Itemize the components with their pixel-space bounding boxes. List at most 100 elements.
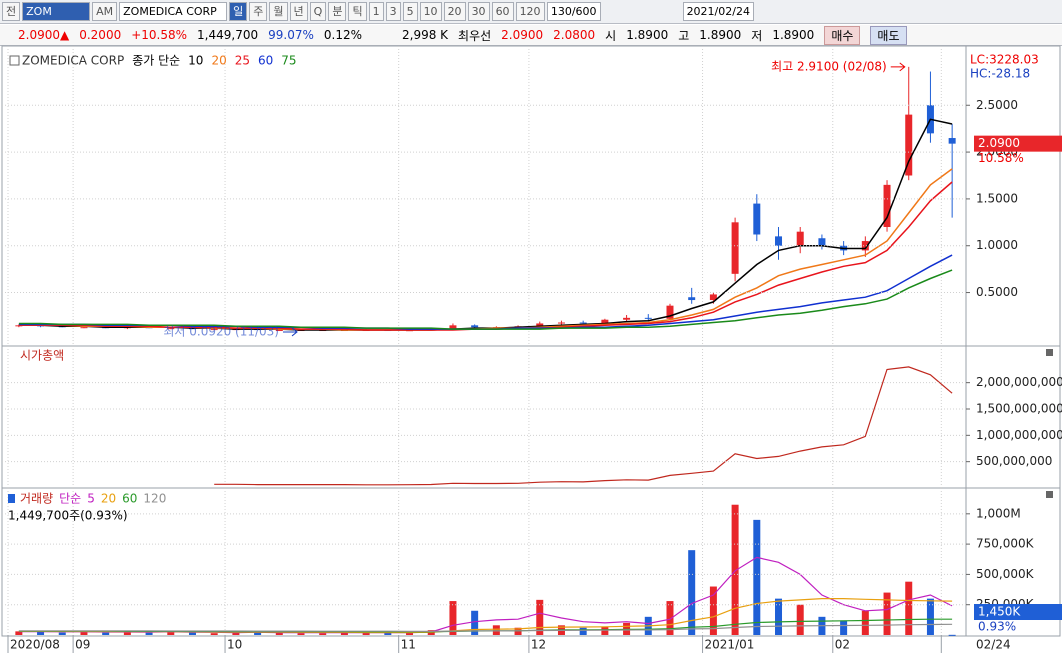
interval-button[interactable]: 20 bbox=[443, 2, 466, 21]
legend-entry: 25 bbox=[235, 54, 250, 68]
plot bbox=[7, 346, 953, 488]
candle-body bbox=[948, 138, 956, 144]
y-tick-label: 1.0000 bbox=[976, 238, 1018, 252]
legend-entry: 20 bbox=[211, 54, 226, 68]
y-tick-label: 1,000,000,000 bbox=[976, 428, 1062, 442]
period-button[interactable]: 주 bbox=[249, 2, 268, 21]
volume-bar bbox=[102, 632, 110, 635]
high-label: 고 bbox=[678, 28, 690, 43]
sell-button[interactable]: 매도 bbox=[870, 25, 907, 45]
low: 1.8900 bbox=[772, 28, 815, 42]
volume-bar bbox=[536, 599, 544, 635]
plot bbox=[7, 488, 956, 636]
line bbox=[18, 269, 953, 330]
candle-body bbox=[275, 330, 283, 332]
interval-button[interactable]: 120 bbox=[515, 2, 545, 21]
open: 1.8900 bbox=[626, 28, 669, 42]
legend-entry: 120 bbox=[143, 492, 166, 506]
candle-body bbox=[775, 236, 783, 246]
volume-bar bbox=[709, 586, 717, 635]
am-badge[interactable]: AM bbox=[92, 2, 118, 21]
market[interactable]: 전 bbox=[2, 2, 21, 21]
candle-body bbox=[15, 325, 23, 327]
best-label: 최우선 bbox=[458, 28, 492, 43]
volume-bar bbox=[167, 631, 175, 635]
volume-bar bbox=[80, 630, 88, 635]
last-volume: 1,450K bbox=[978, 605, 1021, 619]
interval-button[interactable]: 10 bbox=[419, 2, 442, 21]
line bbox=[18, 623, 953, 632]
candle-body bbox=[623, 317, 631, 320]
high-arrow bbox=[890, 62, 906, 72]
quote-bar: 2.0900▲ 0.2000 +10.58% 1,449,700 99.07% … bbox=[0, 25, 1062, 46]
y-tick-label: 2.5000 bbox=[976, 98, 1018, 112]
period-button[interactable]: 틱 bbox=[348, 2, 367, 21]
candle-body bbox=[666, 305, 674, 319]
volume-bar bbox=[145, 632, 153, 635]
candle-body bbox=[883, 184, 891, 227]
volume-bar bbox=[948, 634, 956, 636]
symbol-label: ZOMEDICA CORP bbox=[22, 54, 124, 68]
interval-button[interactable]: 30 bbox=[467, 2, 490, 21]
turnover: 0.12% bbox=[323, 28, 362, 42]
interval-button[interactable]: 5 bbox=[402, 2, 418, 21]
ma-label: 단순 bbox=[59, 492, 81, 506]
period-button[interactable]: 분 bbox=[328, 2, 347, 21]
period-button[interactable]: 월 bbox=[269, 2, 288, 21]
volume-bar bbox=[319, 633, 327, 635]
x-tick-label: 02/24 bbox=[976, 638, 1011, 652]
panel-close bbox=[1046, 491, 1053, 498]
buy-button[interactable]: 매수 bbox=[824, 25, 861, 45]
panel-close bbox=[1046, 349, 1053, 356]
last-volume-box bbox=[974, 604, 1062, 620]
period-button[interactable]: 년 bbox=[289, 2, 308, 21]
volume-bar bbox=[297, 633, 305, 635]
volume-bar bbox=[362, 631, 370, 635]
volume-bar bbox=[37, 631, 45, 635]
price: 2.0900▲ bbox=[18, 28, 70, 42]
symbol-input[interactable]: ZOM bbox=[22, 2, 91, 21]
candle-body bbox=[210, 329, 218, 331]
interval-button[interactable]: 60 bbox=[491, 2, 514, 21]
last-price-box bbox=[974, 135, 1062, 152]
y-tick-label: 2,000,000,000 bbox=[976, 375, 1062, 389]
volume-bar bbox=[883, 592, 891, 635]
x-tick-label: 11 bbox=[401, 638, 416, 652]
change-label: 10.58% bbox=[978, 151, 1024, 165]
volume: 1,449,700 bbox=[197, 28, 259, 42]
date-input[interactable]: 2021/02/24 bbox=[682, 2, 754, 21]
low-arrow bbox=[283, 327, 298, 337]
ma-label: 종가 단순 bbox=[132, 54, 180, 68]
volume-info: 1,449,700주(0.93%) bbox=[8, 509, 128, 523]
volume-bar bbox=[275, 632, 283, 635]
volume-bar bbox=[688, 550, 696, 635]
last-price: 2.0900 bbox=[978, 136, 1020, 150]
rate: +10.58% bbox=[131, 28, 188, 42]
volume-bar bbox=[775, 598, 783, 635]
interval-button[interactable]: 1 bbox=[368, 2, 384, 21]
volume-bar bbox=[15, 631, 23, 635]
legend-icon bbox=[8, 494, 15, 503]
candle-body bbox=[449, 325, 457, 330]
y-tick-label: 500,000,000 bbox=[976, 454, 1052, 468]
interval-button[interactable]: 3 bbox=[385, 2, 401, 21]
ask: 2.0900 bbox=[501, 28, 544, 42]
y-tick-label: 500,000K bbox=[976, 567, 1035, 581]
candle-body bbox=[753, 203, 761, 235]
y-tick-label: 0.5000 bbox=[976, 285, 1018, 299]
period-button[interactable]: Q bbox=[309, 2, 327, 21]
legend-entry: 10 bbox=[188, 54, 203, 68]
bid: 2.0800 bbox=[553, 28, 596, 42]
candle-body bbox=[579, 322, 587, 324]
bar-count[interactable]: 130/600 bbox=[546, 2, 601, 21]
x-tick-label: 02 bbox=[835, 638, 850, 652]
candle-body bbox=[471, 325, 479, 328]
legend-entry: 60 bbox=[258, 54, 273, 68]
x-tick-label: 2021/01 bbox=[705, 638, 755, 652]
period-button[interactable]: 일 bbox=[229, 2, 248, 21]
volume-bar bbox=[471, 610, 479, 635]
panel-title: 시가총액 bbox=[20, 349, 64, 363]
